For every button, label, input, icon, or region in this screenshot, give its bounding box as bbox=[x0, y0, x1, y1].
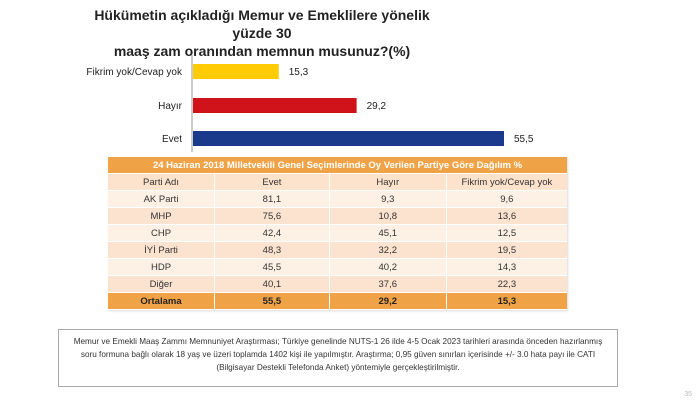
party-breakdown-table: 24 Haziran 2018 Milletvekili Genel Seçim… bbox=[108, 157, 567, 310]
table-row: MHP 75,6 10,8 13,6 bbox=[108, 207, 567, 225]
hayir-value: 32,2 bbox=[328, 241, 447, 259]
chart-title: Hükümetin açıkladığı Memur ve Emeklilere… bbox=[82, 6, 442, 60]
hayir-value: 9,3 bbox=[328, 190, 447, 208]
chart-title-line2: maaş zam oranından memnun musunuz?(%) bbox=[113, 43, 411, 59]
data-label: 15,3 bbox=[289, 67, 309, 78]
average-label: Ortalama bbox=[108, 292, 215, 310]
hayir-value: 45,1 bbox=[328, 224, 447, 242]
column-header-fikrim-yok: Fikrim yok/Cevap yok bbox=[445, 173, 567, 191]
evet-value: 42,4 bbox=[214, 224, 330, 242]
fikrim-yok-value: 9,6 bbox=[445, 190, 567, 208]
hayir-value: 37,6 bbox=[328, 275, 447, 293]
fikrim-yok-value: 22,3 bbox=[445, 275, 567, 293]
column-header-party: Parti Adı bbox=[108, 173, 215, 191]
average-fikrim-yok: 15,3 bbox=[445, 292, 567, 310]
party-name: İYİ Parti bbox=[108, 241, 215, 259]
category-label: Evet bbox=[162, 134, 182, 145]
table-row: CHP 42,4 45,1 12,5 bbox=[108, 224, 567, 242]
evet-value: 40,1 bbox=[214, 275, 330, 293]
average-hayir: 29,2 bbox=[328, 292, 447, 310]
hayir-value: 40,2 bbox=[328, 258, 447, 276]
evet-value: 45,5 bbox=[214, 258, 330, 276]
evet-value: 75,6 bbox=[214, 207, 330, 225]
party-name: Diğer bbox=[108, 275, 215, 293]
bar-chart: Fikrim yok/Cevap yok 15,3 Hayır 29,2 Evet 55,… bbox=[86, 55, 534, 152]
data-label: 55,5 bbox=[514, 134, 534, 145]
bar bbox=[193, 131, 504, 146]
bar bbox=[193, 64, 279, 79]
category-label: Hayır bbox=[158, 101, 183, 112]
table-caption: 24 Haziran 2018 Milletvekili Genel Seçim… bbox=[108, 157, 567, 174]
table-row: İYİ Parti 48,3 32,2 19,5 bbox=[108, 241, 567, 259]
table-row: HDP 45,5 40,2 14,3 bbox=[108, 258, 567, 276]
fikrim-yok-value: 19,5 bbox=[445, 241, 567, 259]
average-row: Ortalama 55,5 29,2 15,3 bbox=[108, 292, 567, 310]
party-name: CHP bbox=[108, 224, 215, 242]
column-header-evet: Evet bbox=[214, 173, 330, 191]
average-evet: 55,5 bbox=[214, 292, 330, 310]
hayir-value: 10,8 bbox=[328, 207, 447, 225]
fikrim-yok-value: 12,5 bbox=[445, 224, 567, 242]
column-header-hayir: Hayır bbox=[328, 173, 447, 191]
table-row: Diğer 40,1 37,6 22,3 bbox=[108, 275, 567, 293]
category-label: Fikrim yok/Cevap yok bbox=[86, 67, 183, 78]
party-name: MHP bbox=[108, 207, 215, 225]
chart-title-line1: Hükümetin açıkladığı Memur ve Emeklilere… bbox=[94, 7, 430, 41]
table-row: AK Parti 81,1 9,3 9,6 bbox=[108, 190, 567, 208]
evet-value: 81,1 bbox=[214, 190, 330, 208]
bar bbox=[193, 98, 357, 113]
party-name: HDP bbox=[108, 258, 215, 276]
fikrim-yok-value: 13,6 bbox=[445, 207, 567, 225]
data-label: 29,2 bbox=[367, 101, 387, 112]
fikrim-yok-value: 14,3 bbox=[445, 258, 567, 276]
methodology-note: Memur ve Emekli Maaş Zammı Memnuniyet Ar… bbox=[58, 329, 618, 387]
evet-value: 48,3 bbox=[214, 241, 330, 259]
party-name: AK Parti bbox=[108, 190, 215, 208]
page-number: 35 bbox=[684, 391, 692, 398]
